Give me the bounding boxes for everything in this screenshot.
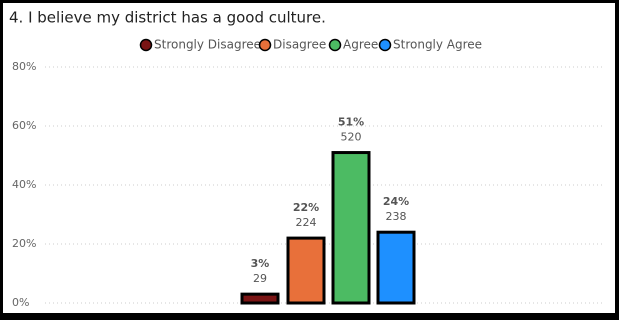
bar [286,236,326,305]
value-label: 51% [338,116,364,129]
y-tick-label: 0% [12,296,29,309]
chart-title: 4. I believe my district has a good cult… [9,9,326,27]
count-label: 238 [386,210,407,223]
legend-marker [258,38,272,52]
value-label: 24% [383,195,409,208]
y-tick-label: 60% [12,119,36,132]
y-tick-label: 80% [12,60,36,73]
count-label: 29 [253,272,267,285]
y-tick-label: 20% [12,237,36,250]
legend-marker [378,38,392,52]
bar [240,292,280,305]
count-label: 224 [296,216,317,229]
y-tick-label: 40% [12,178,36,191]
legend-label: Strongly Agree [393,38,482,52]
legend-label: Disagree [273,38,326,52]
legend-label: Agree [343,38,378,52]
bar [331,151,371,305]
bar [376,230,416,305]
legend-label: Strongly Disagree [154,38,261,52]
value-label: 3% [251,257,270,270]
legend-marker [139,38,153,52]
count-label: 520 [341,131,362,144]
value-label: 22% [293,201,319,214]
legend-marker [328,38,342,52]
